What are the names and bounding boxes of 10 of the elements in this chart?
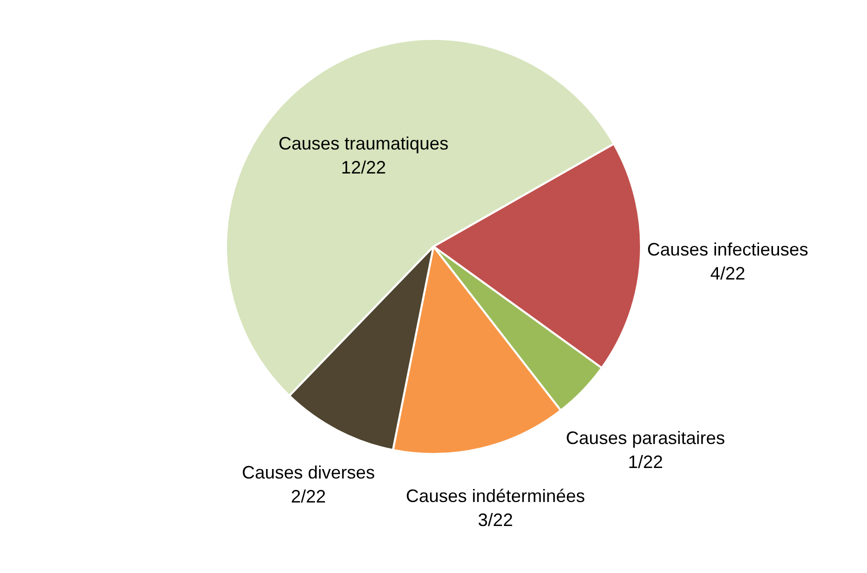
- slice-label: Causes traumatiques: [278, 133, 449, 154]
- data-label: 3/22: [478, 510, 513, 530]
- slice-label: Causes infectieuses: [647, 239, 808, 260]
- slice-label: Causes parasitaires: [566, 428, 725, 448]
- data-label: 1/22: [628, 452, 663, 472]
- data-label: 12/22: [341, 157, 386, 178]
- slice-label: Causes diverses: [242, 462, 375, 482]
- data-label: 4/22: [710, 263, 746, 284]
- data-label: 2/22: [290, 486, 326, 506]
- slice-label: Causes indéterminées: [406, 486, 585, 506]
